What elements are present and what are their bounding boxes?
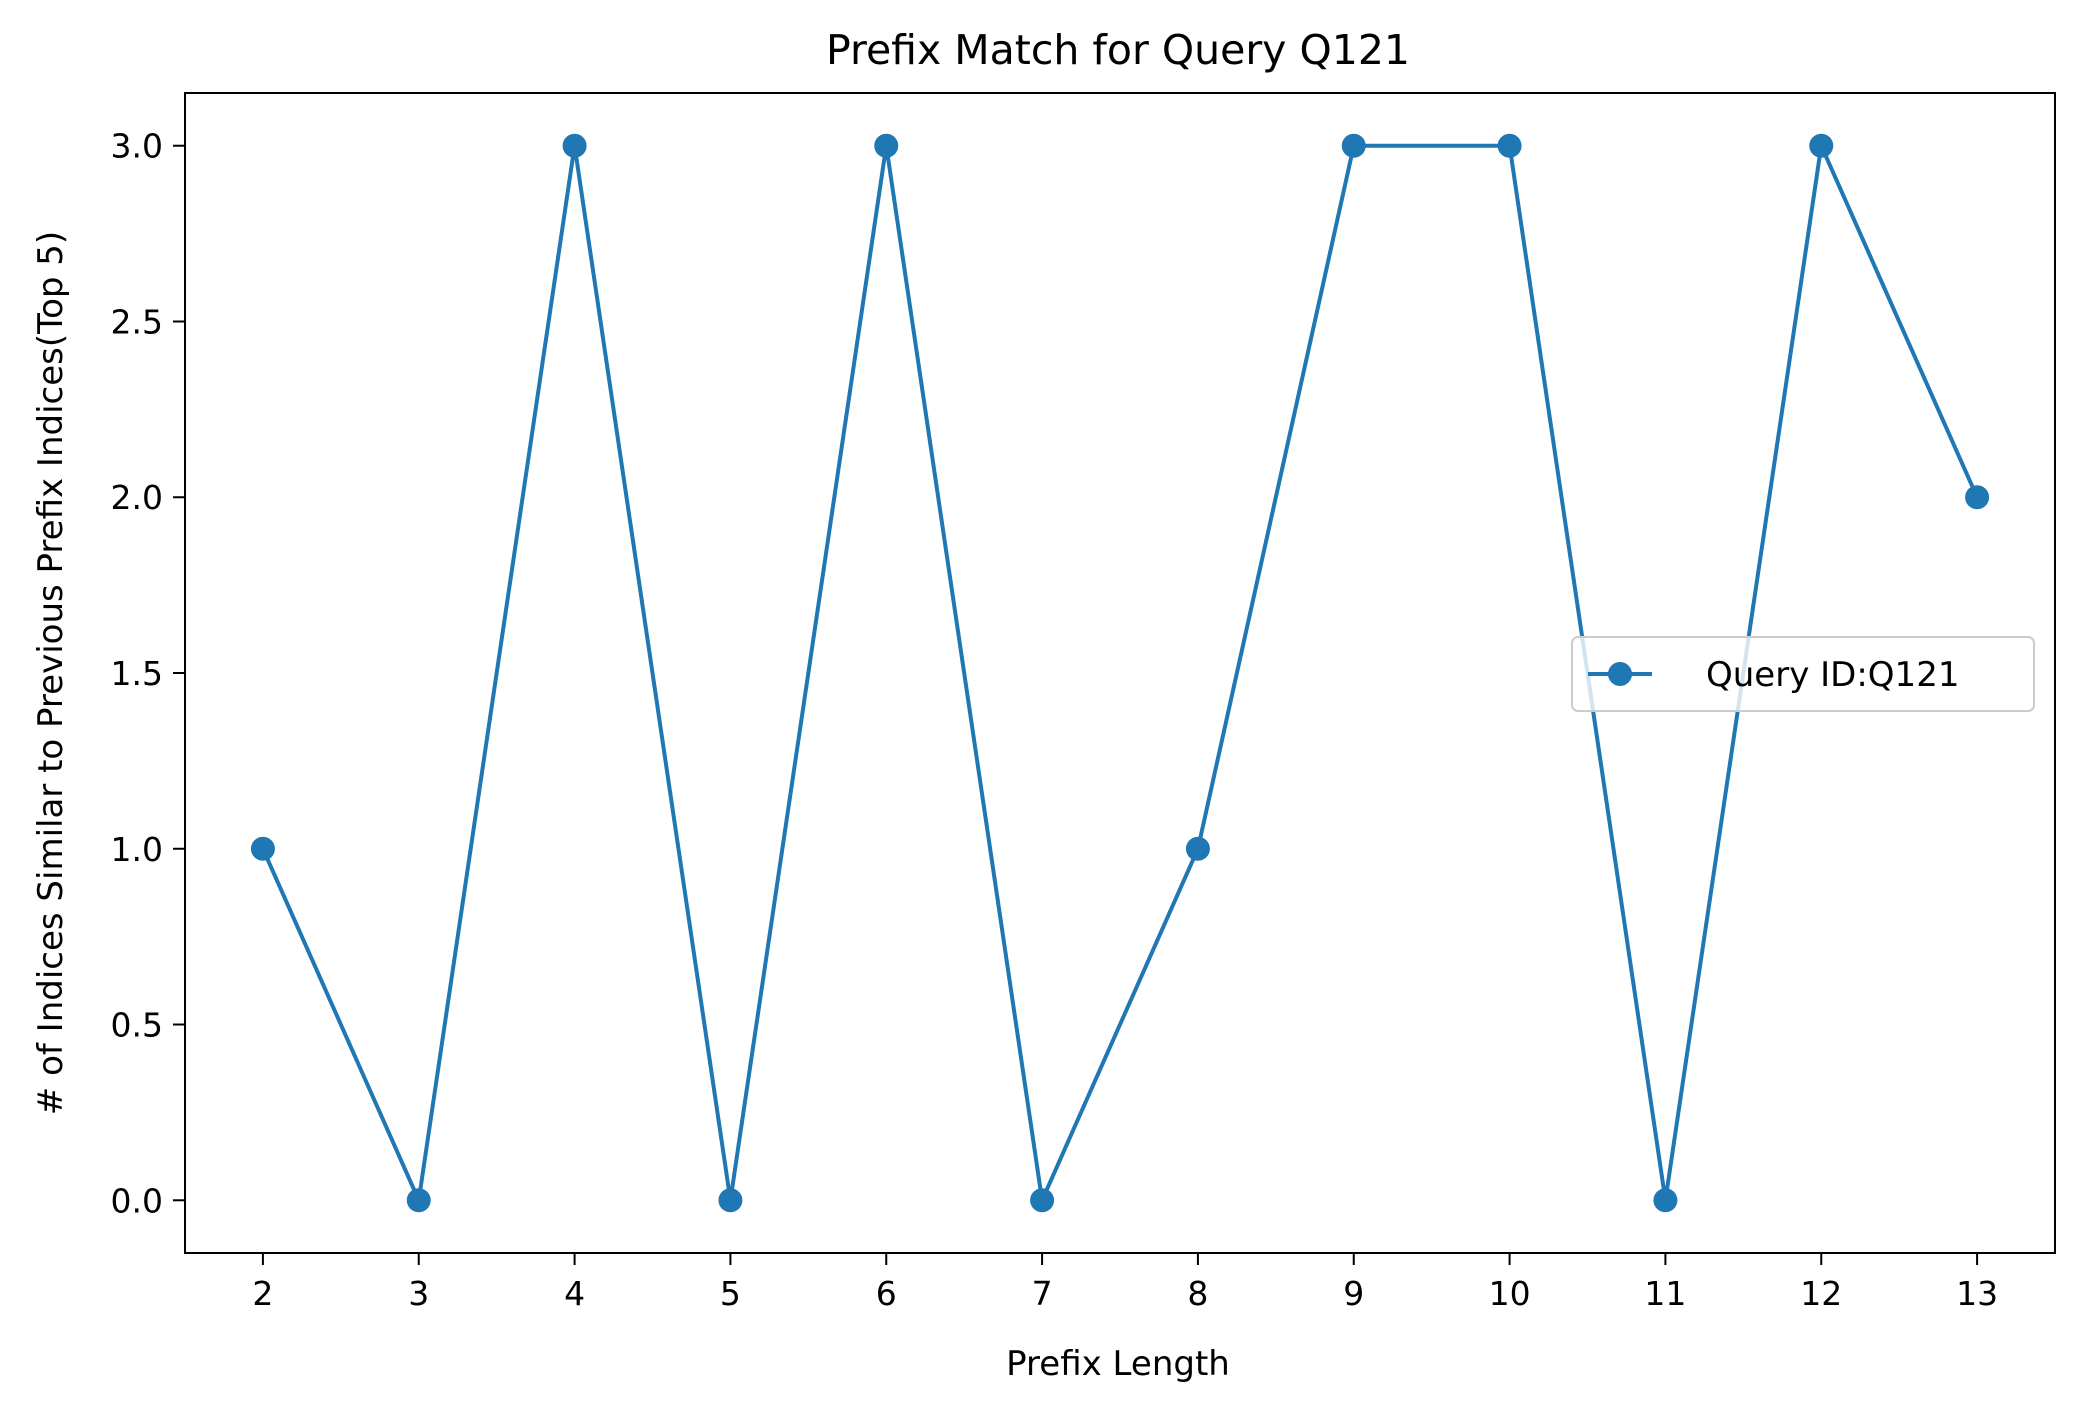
y-axis-label: # of Indices Similar to Previous Prefix … [31,231,71,1115]
y-tick-label: 3.0 [111,127,163,166]
x-tick-label: 6 [876,1274,897,1313]
data-point [874,133,899,158]
legend-marker-swatch [1608,662,1632,686]
data-point [406,1188,431,1213]
y-axis: 0.0 0.5 1.0 1.5 2.0 2.5 3.0 [111,127,185,1220]
y-tick-label: 0.5 [111,1006,163,1045]
data-point [1497,133,1522,158]
data-point [1030,1188,1055,1213]
x-tick-label: 2 [252,1274,273,1313]
x-tick-label: 10 [1489,1274,1531,1313]
x-axis-label: Prefix Length [1006,1344,1230,1384]
data-point [1185,836,1210,861]
y-tick-label: 2.0 [111,478,163,517]
x-tick-label: 11 [1644,1274,1686,1313]
data-point [1341,133,1366,158]
x-tick-label: 7 [1032,1274,1053,1313]
x-tick-label: 12 [1800,1274,1842,1313]
data-point [1809,133,1834,158]
y-tick-label: 0.0 [111,1181,163,1220]
y-tick-label: 1.5 [111,654,163,693]
x-tick-label: 13 [1956,1274,1998,1313]
chart-title: Prefix Match for Query Q121 [826,26,1410,74]
y-tick-label: 1.0 [111,830,163,869]
series-line [261,143,1979,1203]
data-point [718,1188,743,1213]
x-tick-label: 3 [408,1274,429,1313]
legend-entry-label: Query ID:Q121 [1706,655,1959,695]
plot-area [250,133,1990,1213]
x-tick-label: 9 [1343,1274,1364,1313]
data-point [1965,485,1990,510]
data-point [562,133,587,158]
data-point [1653,1188,1678,1213]
legend-box [1571,636,2035,712]
data-point [250,836,275,861]
x-tick-label: 4 [564,1274,585,1313]
legend: Query ID:Q121 [1571,636,2035,712]
y-tick-label: 2.5 [111,302,163,341]
x-tick-label: 8 [1187,1274,1208,1313]
x-axis: 2 3 4 5 6 7 8 9 10 11 12 13 [252,1253,1998,1313]
x-tick-label: 5 [720,1274,741,1313]
